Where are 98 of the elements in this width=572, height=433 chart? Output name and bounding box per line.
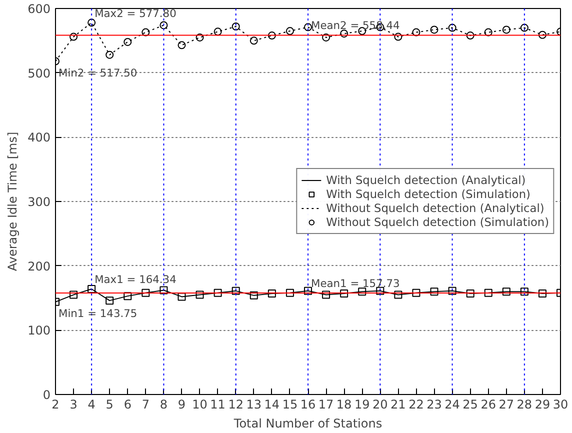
point	[196, 33, 204, 42]
x-tick-label: 23	[426, 398, 442, 412]
point	[538, 30, 546, 39]
x-tick-label: 19	[354, 398, 370, 412]
point	[88, 284, 96, 293]
point	[286, 27, 294, 36]
point	[268, 32, 276, 40]
point	[286, 288, 294, 297]
y-tick-label: 0	[42, 388, 51, 402]
x-tick-label: 8	[160, 398, 168, 412]
point	[232, 22, 240, 31]
point	[250, 36, 258, 45]
point	[448, 286, 456, 295]
point	[142, 28, 150, 36]
point	[142, 288, 150, 297]
point	[214, 288, 222, 297]
point	[322, 33, 330, 42]
x-tick-label: 14	[264, 398, 280, 412]
point	[484, 288, 492, 297]
x-tick-label: 26	[480, 398, 496, 412]
point	[124, 292, 132, 300]
point	[160, 21, 168, 30]
point	[250, 291, 258, 300]
point	[430, 288, 438, 296]
annotation: Min2 = 517.50	[58, 66, 138, 80]
x-tick-label: 2	[52, 398, 60, 412]
point	[394, 290, 402, 299]
x-tick-label: 5	[106, 398, 114, 412]
x-tick-label: 24	[444, 398, 460, 412]
x-tick-label: 4	[88, 398, 96, 412]
point	[178, 292, 186, 301]
legend-label: With Squelch detection (Simulation)	[326, 187, 530, 201]
annotation: Max2 = 577.80	[94, 6, 177, 20]
y-tick-label: 500	[28, 66, 50, 80]
point	[304, 23, 312, 32]
x-tick-label: 17	[318, 398, 334, 412]
point	[358, 288, 366, 296]
point	[196, 290, 204, 299]
point	[88, 18, 96, 27]
x-tick-label: 16	[300, 398, 316, 412]
x-tick-label: 25	[462, 398, 478, 412]
x-tick-label: 3	[70, 398, 78, 412]
annotation: Mean1 = 157.73	[311, 277, 400, 290]
point	[70, 32, 78, 41]
point	[538, 289, 546, 298]
point	[70, 290, 78, 299]
point	[430, 26, 438, 34]
point	[340, 289, 348, 298]
y-axis-title: Average Idle Time [ms]	[6, 132, 20, 272]
legend-label: Without Squelch detection (Simulation)	[326, 215, 549, 229]
point	[106, 50, 114, 59]
point	[466, 32, 474, 40]
x-tick-label: 6	[124, 398, 132, 412]
point	[448, 24, 456, 32]
point	[502, 288, 510, 296]
x-tick-label: 9	[178, 398, 186, 412]
y-tick-label: 200	[28, 259, 50, 274]
legend-label: With Squelch detection (Analytical)	[326, 173, 526, 187]
point	[268, 289, 276, 298]
point	[124, 38, 132, 46]
x-tick-label: 21	[390, 398, 406, 412]
x-tick-label: 11	[210, 398, 226, 412]
point	[340, 30, 348, 38]
y-tick-label: 400	[28, 130, 50, 145]
point	[466, 289, 474, 298]
x-tick-label: 10	[192, 398, 208, 412]
point	[232, 286, 240, 295]
x-tick-label: 20	[372, 398, 388, 412]
x-tick-label: 29	[534, 398, 550, 412]
point	[394, 32, 402, 41]
x-tick-label: 28	[516, 398, 532, 412]
annotation: Max1 = 164.34	[94, 272, 177, 286]
x-tick-label: 22	[408, 398, 424, 412]
x-tick-label: 7	[142, 398, 150, 412]
x-tick-label: 18	[336, 398, 352, 412]
point	[412, 288, 420, 297]
point	[214, 28, 222, 36]
x-tick-label: 13	[246, 398, 262, 412]
point	[178, 41, 186, 50]
point	[520, 288, 528, 296]
point	[322, 290, 330, 299]
point	[304, 286, 312, 295]
point	[412, 28, 420, 36]
x-tick-label: 12	[228, 398, 244, 412]
point	[106, 296, 114, 305]
point	[484, 28, 492, 36]
point	[160, 286, 168, 294]
x-axis-title: Total Number of Stations	[232, 416, 382, 430]
y-tick-label: 300	[28, 195, 50, 209]
point	[502, 26, 510, 34]
annotation: Min1 = 143.75	[58, 307, 138, 320]
legend-label: Without Squelch detection (Analytical)	[326, 201, 544, 215]
x-tick-label: 15	[282, 398, 298, 412]
point	[520, 24, 528, 32]
y-tick-label: 100	[28, 324, 50, 338]
y-tick-label: 600	[28, 2, 50, 16]
x-tick-label: 27	[498, 398, 514, 412]
x-tick-label: 30	[552, 398, 568, 412]
